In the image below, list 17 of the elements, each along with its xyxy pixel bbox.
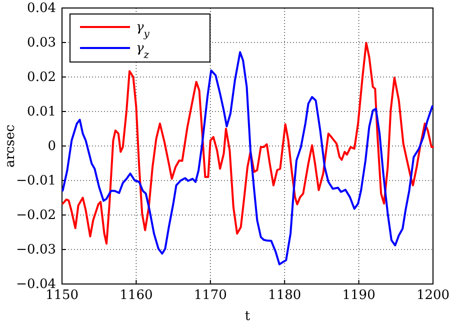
y-tick-label: 0.03	[27, 36, 56, 51]
x-tick-label: 1190	[342, 288, 376, 304]
y-tick-label: −0.01	[16, 174, 56, 189]
y-tick-label: −0.03	[16, 242, 56, 258]
legend-label: γ$_{y}$	[136, 20, 150, 40]
y-tick-label: −0.02	[16, 208, 56, 224]
legend-label: γ$_{z}$	[136, 41, 150, 60]
y-tick-label: 0.02	[27, 70, 56, 86]
x-tick-label: 1160	[120, 288, 153, 304]
x-tick-label: 1180	[268, 288, 302, 304]
y-tick-label: 0.01	[27, 104, 56, 120]
y-axis-title: arcsec	[3, 124, 18, 168]
y-tick-label: 0	[48, 139, 56, 154]
x-tick-label: 1170	[194, 288, 227, 304]
x-axis-title: t	[244, 309, 251, 324]
y-tick-label: 0.04	[27, 1, 56, 16]
x-tick-label: 1200	[416, 288, 450, 304]
